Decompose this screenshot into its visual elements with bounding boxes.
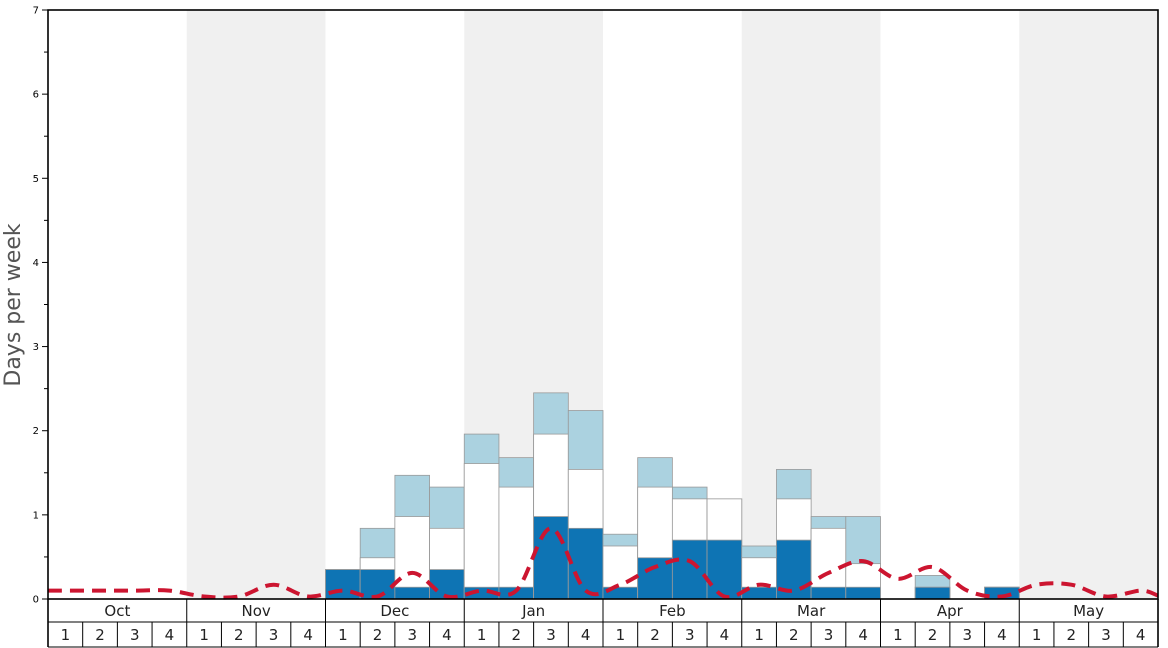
bar-dark [845,586,881,600]
month-label: Apr [937,602,964,620]
y-tick-label: 1 [33,510,39,521]
week-label: 1 [1032,626,1042,644]
month-label: Mar [797,602,826,620]
bar-dark [671,539,708,600]
week-label: 3 [130,626,140,644]
week-label: 3 [407,626,417,644]
bar-mid [463,463,500,600]
shaded-month-bands [186,10,1158,599]
week-label: 4 [858,626,868,644]
bar-dark [914,586,951,600]
week-label: 3 [962,626,972,644]
month-label: May [1073,602,1104,620]
week-label: 3 [269,626,279,644]
axes: 0 1 2 3 4 5 6 7 Oct 1 2 3 4 Nov 1 2 3 4 Dec 1 2 3 4 Jan 1 2 3 4 Feb 1… [33,6,1159,648]
week-label: 2 [373,626,383,644]
dashed-series [48,526,1159,600]
series-line [48,526,1159,600]
month-band [1019,10,1158,599]
month-label: Dec [380,602,409,620]
week-label: 4 [442,626,452,644]
y-tick-label: 6 [33,90,39,101]
month-label: Nov [241,602,270,620]
y-tick-label: 0 [33,595,39,606]
week-label: 2 [512,626,522,644]
month-label: Jan [521,602,545,620]
bar-dark [394,586,430,600]
plot-frame [47,9,1159,600]
month-band [186,10,326,599]
bar-dark [567,527,604,600]
week-label: 1 [477,626,487,644]
week-label: 2 [234,626,244,644]
week-label: 1 [754,626,764,644]
y-tick-label: 3 [33,342,39,353]
y-tick-label: 4 [33,258,39,269]
week-label: 1 [61,626,71,644]
bar-dark [706,539,743,600]
week-label: 2 [1067,626,1077,644]
week-label: 4 [303,626,313,644]
week-label: 3 [1101,626,1111,644]
week-label: 2 [95,626,105,644]
week-label: 2 [789,626,799,644]
week-label: 3 [685,626,695,644]
y-tick-label: 7 [33,6,39,17]
bar-dark [533,516,569,600]
week-label: 4 [997,626,1007,644]
week-label: 4 [1136,626,1146,644]
week-label: 4 [720,626,730,644]
bar-dark [810,586,847,600]
y-tick-label: 5 [33,174,39,185]
week-label: 1 [338,626,348,644]
week-label: 1 [616,626,626,644]
week-label: 1 [199,626,209,644]
bar-dark [429,569,465,600]
bar-mid [394,516,430,600]
month-label: Oct [104,602,130,620]
week-label: 3 [546,626,556,644]
y-tick-label: 2 [33,426,39,437]
bar-mid [498,486,535,600]
week-label: 4 [581,626,591,644]
month-label: Feb [659,602,686,620]
week-label: 1 [893,626,903,644]
week-label: 2 [928,626,938,644]
bar-stacks [325,392,1020,600]
week-label: 3 [824,626,834,644]
y-axis-label: Days per week [1,223,26,386]
week-label: 4 [165,626,175,644]
week-label: 2 [650,626,660,644]
